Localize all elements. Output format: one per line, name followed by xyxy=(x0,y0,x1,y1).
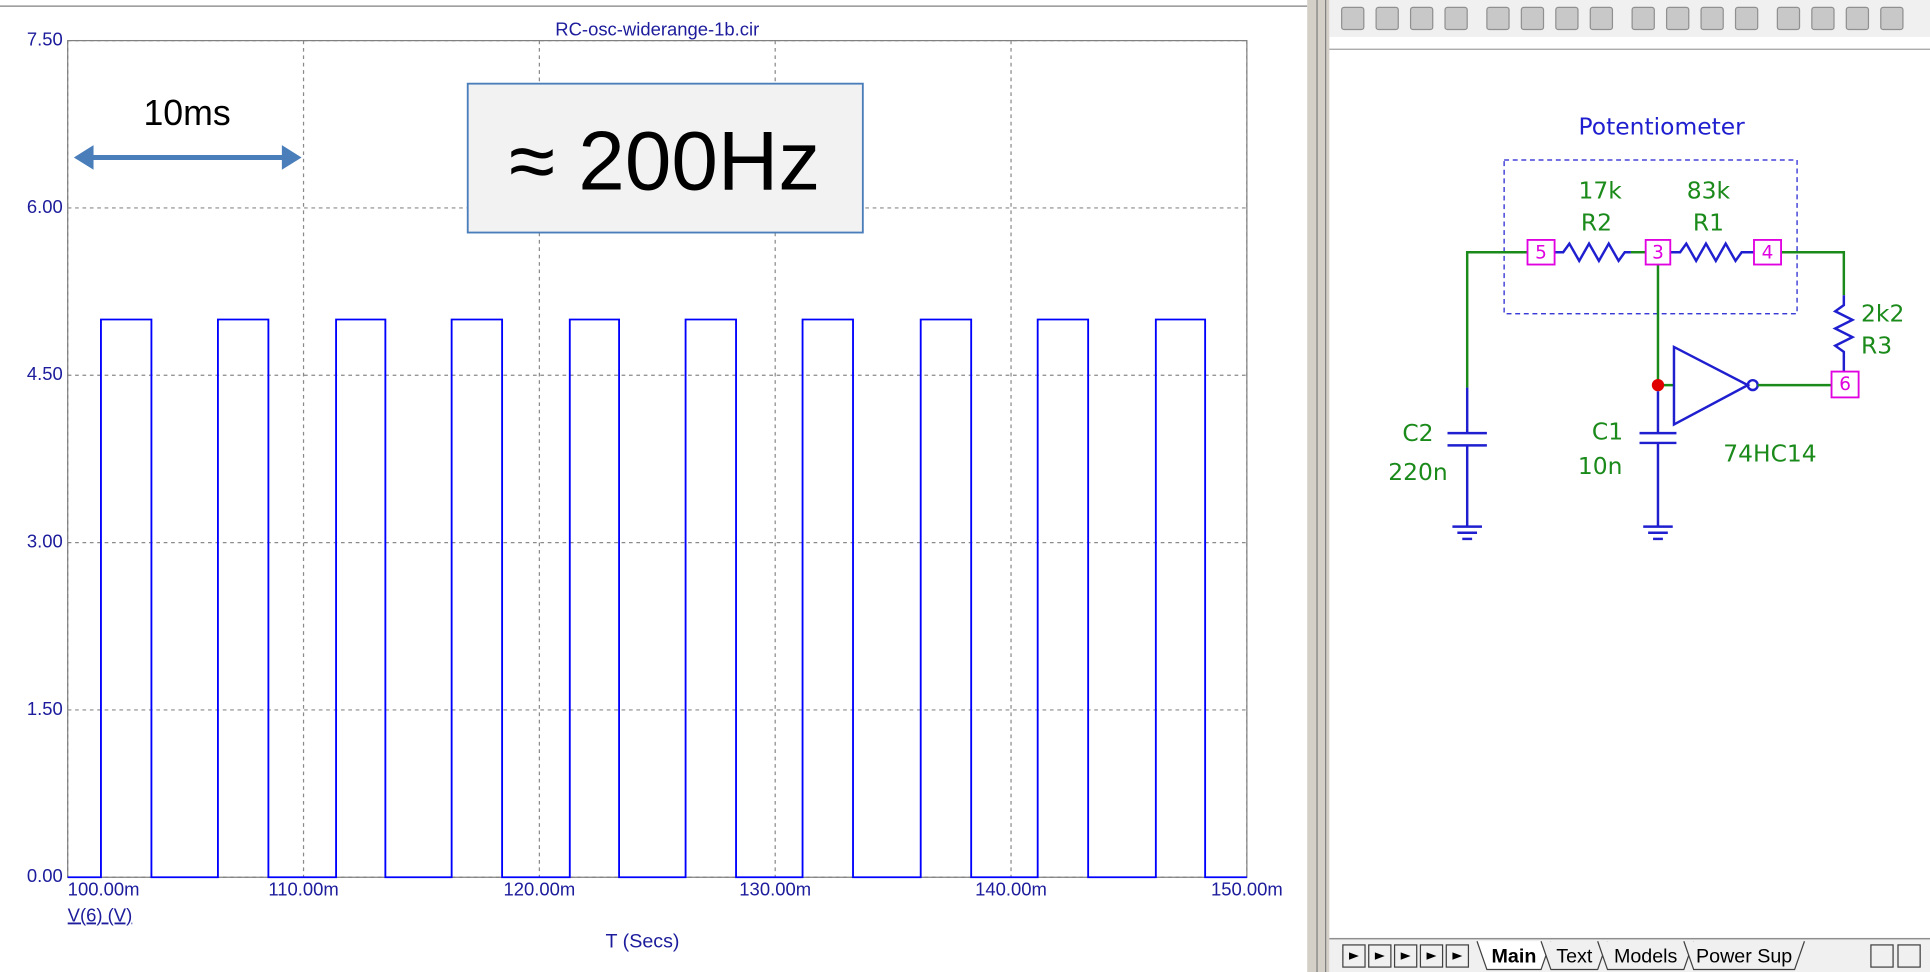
x-tick-label: 130.00m xyxy=(739,879,811,900)
toolbar-icons xyxy=(1341,6,1904,31)
nav-buttons xyxy=(1342,944,1470,968)
component-value: 220n xyxy=(1388,458,1447,486)
ground xyxy=(1643,525,1673,541)
toolbar-button[interactable] xyxy=(1409,6,1434,31)
resistor xyxy=(1670,241,1754,264)
component-value: 10n xyxy=(1578,452,1623,480)
legend-entry[interactable]: V(6) (V) xyxy=(68,905,133,926)
annotation-box xyxy=(466,82,864,234)
toolbar-button[interactable] xyxy=(1444,6,1468,31)
splitter[interactable] xyxy=(1307,0,1330,972)
component-name: R1 xyxy=(1693,208,1724,236)
node-box xyxy=(1644,239,1672,266)
annotation: ≈ 200Hz xyxy=(509,113,820,207)
resistor xyxy=(1832,295,1856,372)
toolbar-button[interactable] xyxy=(1776,6,1801,31)
toolbar-button[interactable] xyxy=(1589,6,1614,31)
toolbar-button[interactable] xyxy=(1845,6,1870,31)
node-label: 4 xyxy=(1762,242,1774,263)
toolbar-button[interactable] xyxy=(1811,6,1835,31)
nav-arrow xyxy=(1400,952,1411,960)
tab-label[interactable]: Power Sup xyxy=(1696,945,1792,967)
plot: 0.00 1.50 3.00 4.50 6.00 7.50 100.00m 110.00m 12… xyxy=(27,28,1283,899)
toolbar-button[interactable] xyxy=(1341,6,1365,31)
node-label: 5 xyxy=(1535,242,1547,263)
toolbar-button[interactable] xyxy=(1700,6,1724,31)
node-label: 3 xyxy=(1652,242,1664,263)
toolbar-button[interactable] xyxy=(1486,6,1510,31)
nav-arrow xyxy=(1426,952,1437,960)
component-value: 83k xyxy=(1687,176,1731,204)
component-value: 17k xyxy=(1578,176,1622,204)
component-value: 2k2 xyxy=(1861,299,1904,327)
node-box xyxy=(1753,239,1782,266)
nav-arrow xyxy=(1349,952,1359,960)
wire xyxy=(1465,250,1528,388)
y-tick-label: 7.50 xyxy=(27,28,63,49)
y-tick-label: 4.50 xyxy=(27,363,63,384)
series-line xyxy=(67,318,1247,879)
scroll-button[interactable] xyxy=(1897,944,1921,968)
node-box xyxy=(1526,239,1556,266)
double-arrow xyxy=(73,145,302,170)
node-label: 6 xyxy=(1839,374,1851,395)
component-name: C1 xyxy=(1592,418,1623,446)
schematic: Potentiometer 5 3 4 6 17k R2 83k R1 2k2 xyxy=(1388,112,1904,541)
y-tick-label: 6.00 xyxy=(27,196,63,217)
ground xyxy=(1452,525,1482,541)
annotation: 10ms xyxy=(143,93,230,133)
tab-shape[interactable] xyxy=(1683,941,1806,971)
scroll-button[interactable] xyxy=(1870,944,1894,968)
toolbar-button[interactable] xyxy=(1375,6,1399,31)
x-tick-label: 140.00m xyxy=(975,879,1047,900)
tab-label[interactable]: Text xyxy=(1556,945,1593,967)
toolbar-button[interactable] xyxy=(1665,6,1690,31)
x-tick-label: 150.00m xyxy=(1211,879,1283,900)
toolbar-button[interactable] xyxy=(1555,6,1579,31)
nav-arrow xyxy=(1452,952,1463,960)
x-tick-label: 120.00m xyxy=(503,879,575,900)
potentiometer-box xyxy=(1503,159,1798,315)
tab-label[interactable]: Models xyxy=(1614,945,1678,967)
component-name: 74HC14 xyxy=(1723,440,1816,468)
tabs: Main Text Models Power Sup xyxy=(1476,941,1921,971)
component-name: R3 xyxy=(1861,331,1892,359)
node-box xyxy=(1830,370,1860,399)
inverter xyxy=(1672,344,1751,427)
component-name: C2 xyxy=(1402,419,1433,447)
x-axis-label: T (Secs) xyxy=(606,931,680,953)
junction xyxy=(1651,378,1665,392)
x-tick-label: 100.00m xyxy=(68,879,140,900)
component-name: R2 xyxy=(1581,208,1612,236)
y-tick-label: 3.00 xyxy=(27,530,63,551)
toolbar-button[interactable] xyxy=(1880,6,1904,31)
toolbar-button[interactable] xyxy=(1631,6,1655,31)
chart-title: RC-osc-widerange-1b.cir xyxy=(555,19,759,40)
schematic-title: Potentiometer xyxy=(1579,112,1746,140)
toolbar-button[interactable] xyxy=(1734,6,1759,31)
tab-label[interactable]: Main xyxy=(1492,945,1537,967)
resistor xyxy=(1554,241,1631,264)
wire xyxy=(1781,250,1846,296)
y-tick-label: 0.00 xyxy=(27,865,63,886)
nav-arrow xyxy=(1374,952,1385,960)
toolbar-button[interactable] xyxy=(1520,6,1545,31)
y-tick-label: 1.50 xyxy=(27,698,63,719)
x-tick-label: 110.00m xyxy=(268,879,338,900)
